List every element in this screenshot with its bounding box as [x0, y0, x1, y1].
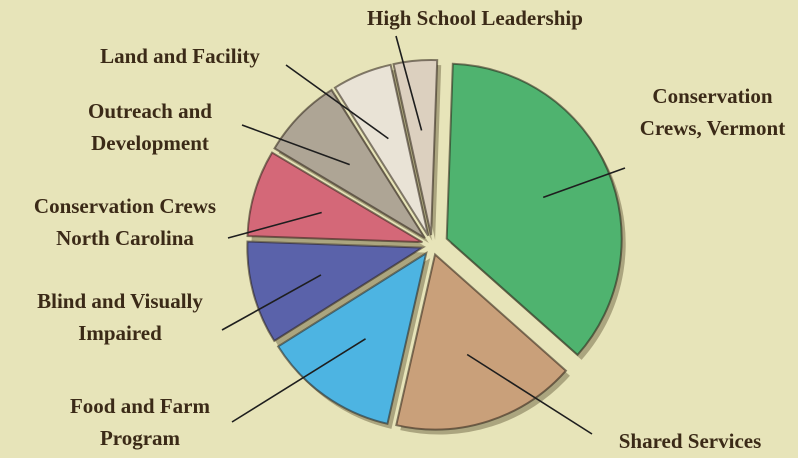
slice-label: Outreach and Development [88, 99, 212, 155]
slice-label: Food and Farm Program [69, 394, 210, 450]
pie-slice [395, 252, 568, 431]
slice-label: Conservation Crews North Carolina [33, 194, 217, 250]
pie-slice [246, 151, 423, 244]
leader-line [241, 124, 350, 166]
pie-slice [445, 62, 623, 357]
slice-label: High School Leadership [367, 6, 583, 30]
pie-slice [246, 240, 426, 343]
leader-line [221, 274, 322, 331]
leader-line [542, 167, 626, 199]
leader-line [285, 64, 389, 140]
pie-slice [392, 59, 439, 236]
pie-slice [333, 63, 430, 237]
pie-slice [276, 251, 428, 426]
leader-line [466, 353, 593, 435]
slice-label: Blind and Visually Impaired [37, 289, 203, 345]
slice-label: Shared Services [618, 429, 762, 453]
slice-label: Land and Facility [100, 44, 260, 68]
leader-line [227, 211, 322, 239]
slice-label: Conservation Crews, Vermont [639, 84, 786, 140]
leader-line [231, 338, 366, 423]
leader-line [395, 35, 423, 131]
